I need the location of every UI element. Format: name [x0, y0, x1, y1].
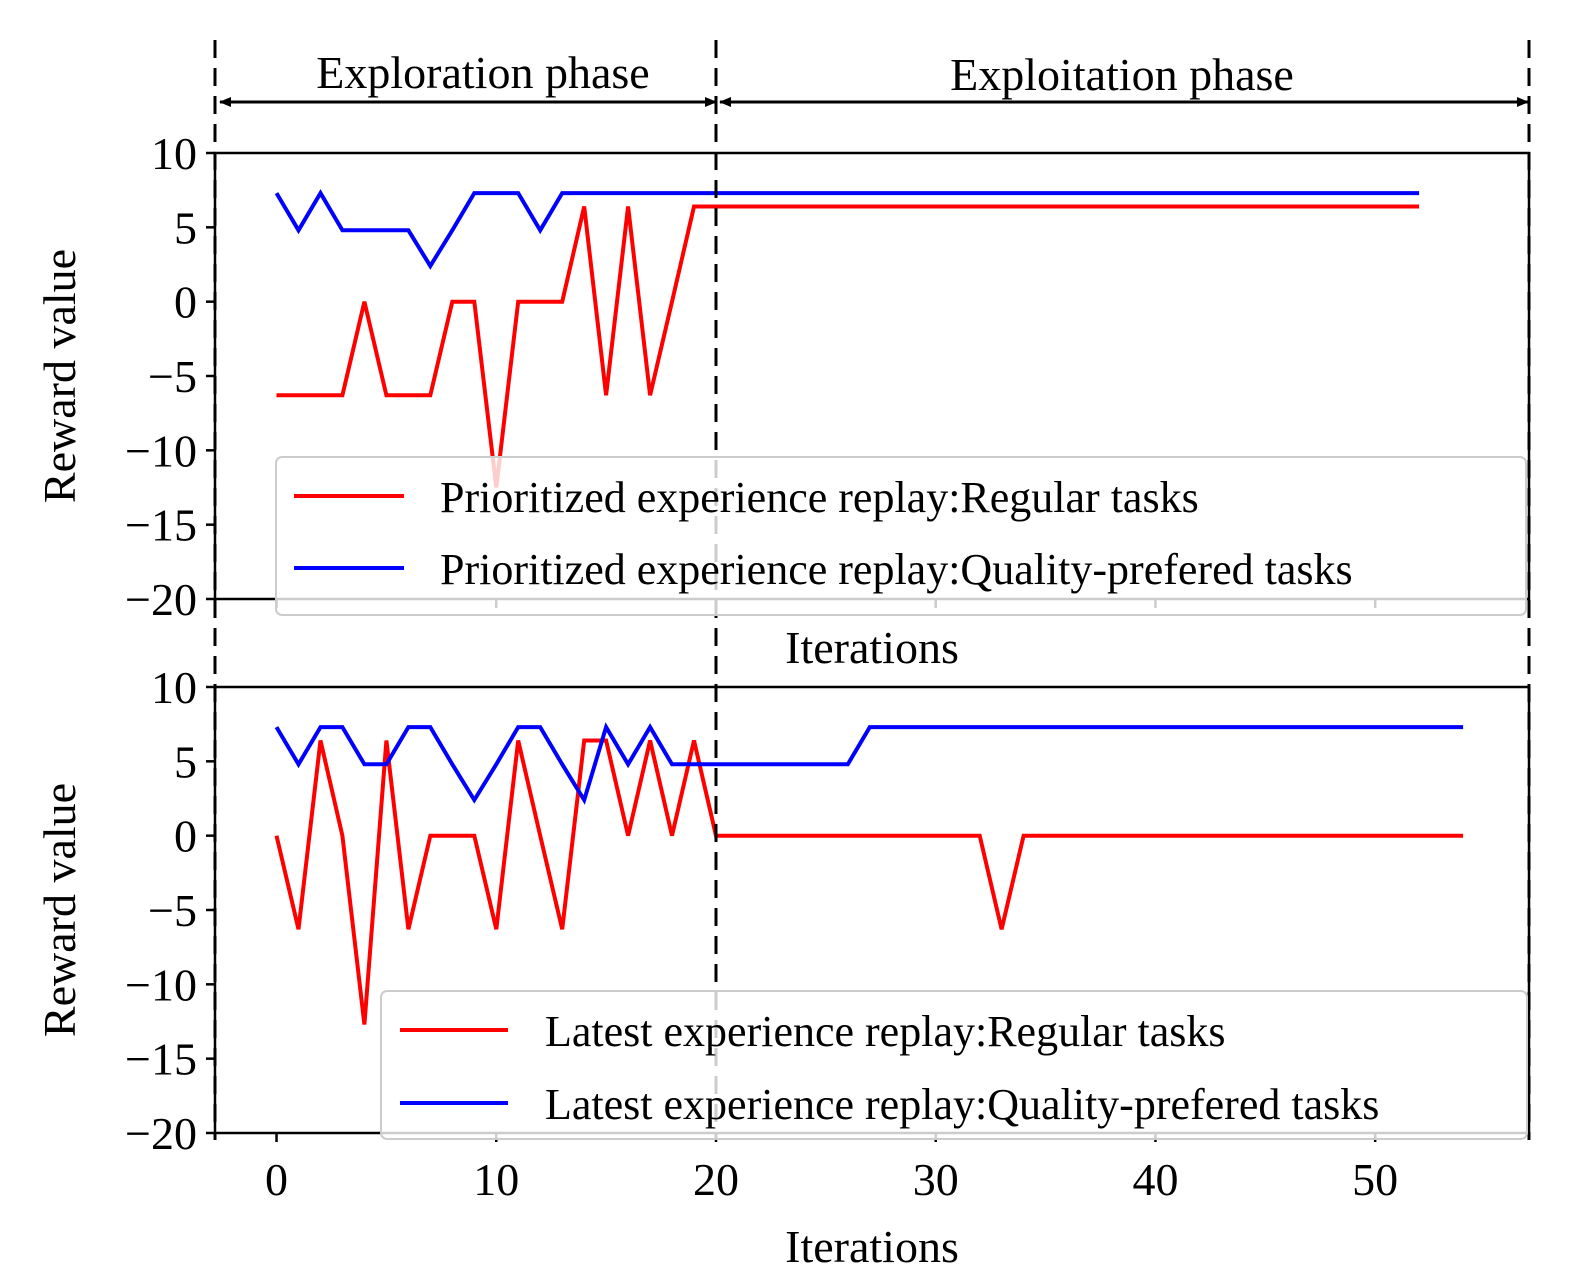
bottom-xtick-label: 0: [265, 1154, 288, 1205]
bottom-legend-box: [380, 990, 1528, 1140]
bottom-x-axis-title: Iterations: [785, 1221, 959, 1272]
phase-header: Exploration phase Exploitation phase: [219, 47, 1529, 107]
bottom-xtick-label: 20: [693, 1154, 739, 1205]
bottom-xtick-label: 10: [473, 1154, 519, 1205]
top-legend-label-quality: Prioritized experience replay:Quality-pr…: [440, 545, 1353, 594]
bottom-legend: Latest experience replay:Regular tasks L…: [380, 990, 1528, 1140]
bottom-x-axis: 0 10 20 30 40 50: [265, 1133, 1398, 1205]
top-ytick-label: 5: [174, 202, 197, 253]
top-x-axis-title: Iterations: [785, 622, 959, 673]
bottom-xtick-label: 40: [1132, 1154, 1178, 1205]
top-ytick-label: −10: [125, 425, 197, 476]
bottom-ytick-label: −20: [125, 1108, 197, 1159]
bottom-y-axis-title: Reward value: [34, 783, 85, 1037]
top-legend: Prioritized experience replay:Regular ta…: [275, 456, 1527, 616]
exploration-phase-label: Exploration phase: [316, 47, 649, 98]
bottom-ytick-label: 10: [151, 662, 197, 713]
bottom-ytick-label: −15: [125, 1034, 197, 1085]
top-y-axis: 10 5 0 −5 −10 −15 −20: [125, 128, 215, 625]
top-legend-label-regular: Prioritized experience replay:Regular ta…: [440, 473, 1199, 522]
top-panel: 10 5 0 −5 −10 −15 −20 Iterations Reward value: [34, 128, 1531, 673]
top-series-line-quality: [274, 189, 1420, 270]
bottom-y-axis: 10 5 0 −5 −10 −15 −20: [125, 662, 215, 1159]
bottom-series-line-quality: [274, 722, 1464, 805]
top-ytick-label: −15: [125, 500, 197, 551]
bottom-series-lines: [274, 722, 1464, 1025]
top-legend-box: [275, 456, 1527, 616]
top-y-axis-title: Reward value: [34, 249, 85, 503]
top-ytick-label: 0: [174, 277, 197, 328]
bottom-xtick-label: 30: [913, 1154, 959, 1205]
bottom-ytick-label: −10: [125, 959, 197, 1010]
bottom-ytick-label: 0: [174, 811, 197, 862]
bottom-legend-label-quality: Latest experience replay:Quality-prefere…: [545, 1080, 1379, 1129]
top-series-line-regular: [276, 204, 1420, 488]
bottom-series-line-regular: [274, 738, 1464, 1025]
exploitation-phase-label: Exploitation phase: [950, 49, 1294, 100]
bottom-ytick-label: 5: [174, 736, 197, 787]
top-ytick-label: −20: [125, 574, 197, 625]
bottom-ytick-label: −5: [148, 885, 197, 936]
bottom-xtick-label: 50: [1352, 1154, 1398, 1205]
top-series-lines: [274, 189, 1420, 488]
bottom-legend-label-regular: Latest experience replay:Regular tasks: [545, 1007, 1225, 1056]
top-ytick-label: 10: [151, 128, 197, 179]
top-ytick-label: −5: [148, 351, 197, 402]
